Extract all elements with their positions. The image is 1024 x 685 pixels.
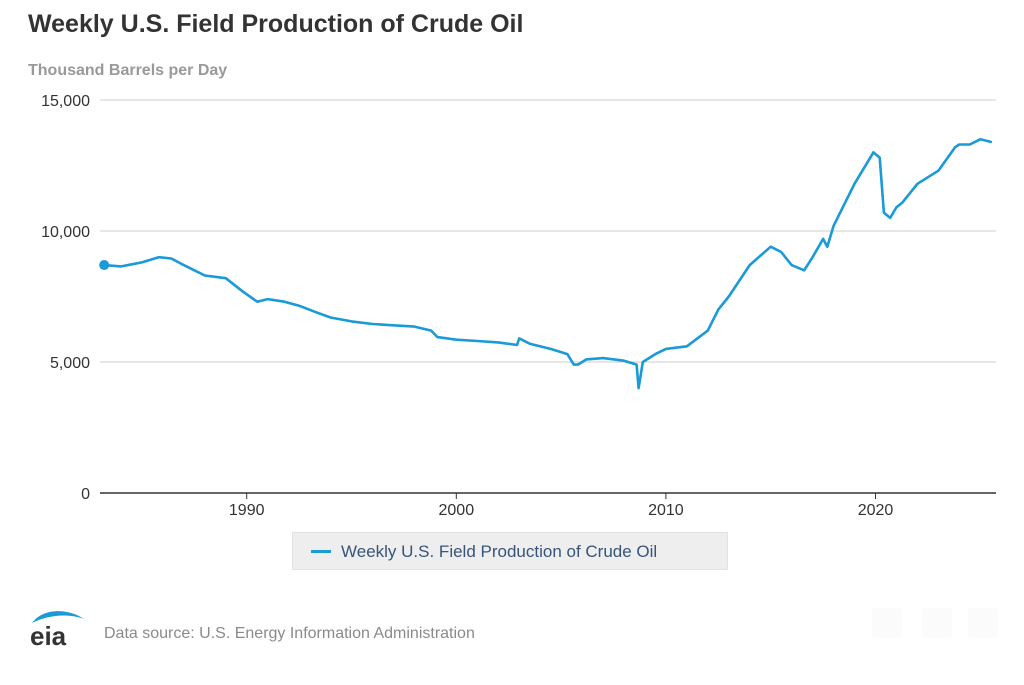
- y-tick-label: 5,000: [50, 355, 90, 372]
- data-source-note: Data source: U.S. Energy Information Adm…: [104, 625, 475, 642]
- series-start-marker: [99, 260, 110, 271]
- legend-series-label: Weekly U.S. Field Production of Crude Oi…: [341, 542, 658, 561]
- eia-logo-text: eia: [30, 621, 67, 651]
- x-tick-label: 1990: [229, 502, 265, 519]
- eia-logo-swoosh: [32, 611, 84, 623]
- x-tick-label: 2020: [858, 502, 894, 519]
- y-tick-label: 10,000: [41, 224, 90, 241]
- y-tick-label: 15,000: [41, 93, 90, 110]
- y-tick-label: 0: [81, 486, 90, 503]
- legend[interactable]: Weekly U.S. Field Production of Crude Oi…: [292, 532, 728, 570]
- series-line: [102, 138, 993, 390]
- x-tick-label: 2000: [439, 502, 475, 519]
- share-icon[interactable]: [922, 608, 952, 638]
- eia-logo: eia: [30, 611, 84, 651]
- legend-series-swatch: [311, 550, 331, 553]
- y-axis-unit-label: Thousand Barrels per Day: [28, 62, 228, 79]
- download-icon[interactable]: [872, 608, 902, 638]
- embed-icon[interactable]: [968, 608, 998, 638]
- chart-title: Weekly U.S. Field Production of Crude Oi…: [28, 10, 524, 38]
- x-tick-label: 2010: [648, 502, 684, 519]
